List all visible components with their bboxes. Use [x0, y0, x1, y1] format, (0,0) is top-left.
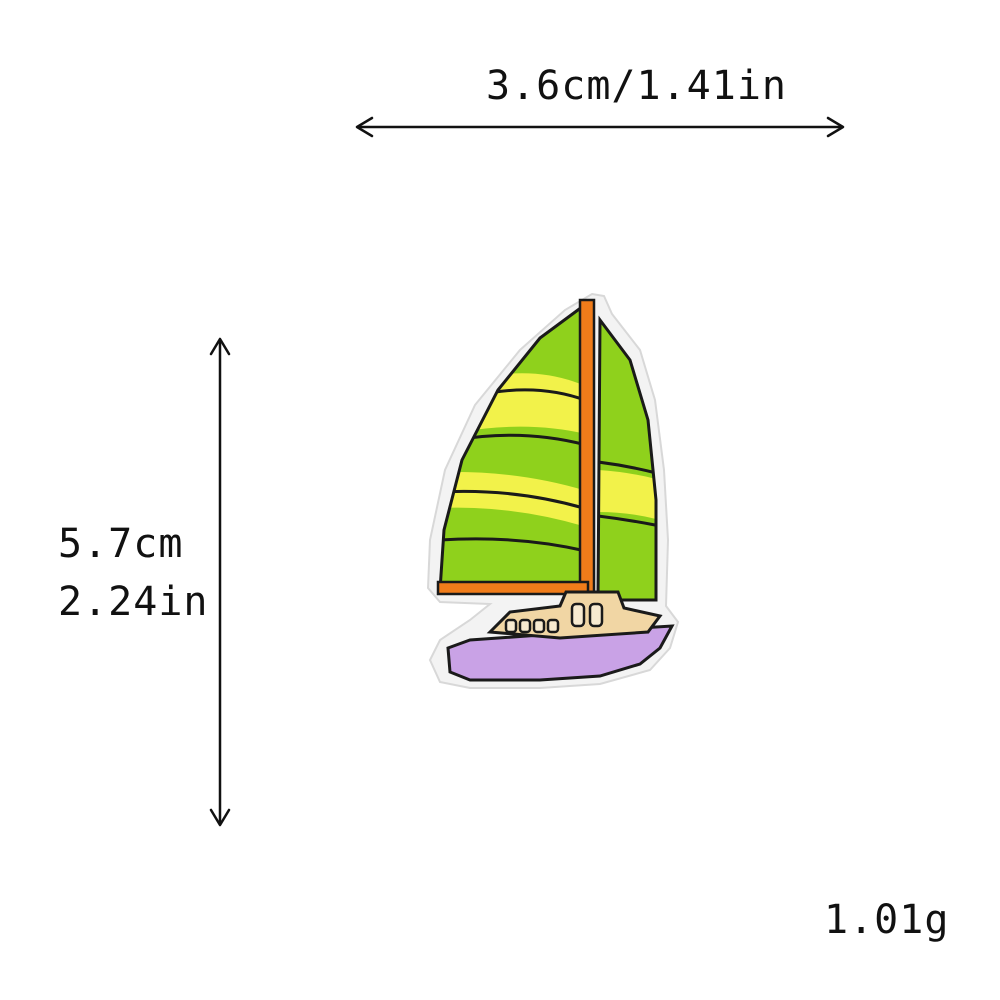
height-label-in: 2.24in: [58, 579, 209, 625]
boom: [436, 580, 590, 596]
height-arrow-icon: [209, 337, 231, 827]
width-arrow-icon: [355, 116, 845, 138]
cabin-windows: [504, 602, 604, 634]
width-label: 3.6cm/1.41in: [486, 63, 787, 109]
height-label-cm: 5.7cm: [58, 521, 184, 567]
right-sail: [598, 320, 656, 600]
weight-label: 1.01g: [824, 897, 950, 943]
mast: [578, 298, 596, 602]
